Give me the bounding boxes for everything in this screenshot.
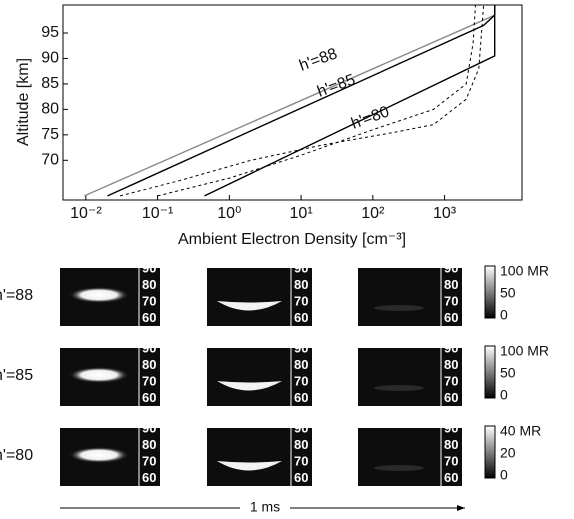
image: [207, 348, 312, 406]
arrow-head: [457, 505, 465, 511]
line: [84, 14, 495, 197]
altitude-label: 70: [294, 453, 308, 468]
row-label: h'=88: [0, 287, 33, 304]
colorbar: [484, 265, 496, 319]
altitude-label: 80: [444, 277, 458, 292]
time-label: 1 ms: [250, 499, 280, 515]
colorbar-label: 50: [500, 285, 516, 301]
time-label-bg: [240, 498, 290, 518]
altitude-label: 60: [294, 470, 308, 485]
altitude-label: 80: [294, 277, 308, 292]
image: [358, 348, 462, 406]
y-tick-label: 95: [41, 24, 59, 41]
colorbar-label: 20: [500, 445, 516, 461]
x-tick-label: 10⁻²: [70, 205, 102, 222]
x-tick-label: 10¹: [290, 205, 313, 222]
altitude-label: 60: [142, 470, 156, 485]
altitude-label: 70: [142, 293, 156, 308]
altitude-label: 90: [444, 420, 458, 435]
x-tick-label: 10²: [361, 205, 385, 222]
altitude-label: 80: [142, 277, 156, 292]
x-tick-label: 10⁻¹: [142, 205, 174, 222]
colorbar-label: 100 MR: [500, 263, 549, 279]
altitude-label: 70: [444, 373, 458, 388]
altitude-label: 90: [142, 260, 156, 275]
emission: [374, 385, 424, 391]
altitude-label: 80: [444, 437, 458, 452]
altitude-label: 90: [444, 340, 458, 355]
altitude-label: 60: [444, 390, 458, 405]
row-label: h'=85: [0, 367, 33, 384]
emission: [374, 305, 424, 311]
altitude-label: 90: [294, 260, 308, 275]
altitude-label: 80: [142, 357, 156, 372]
x-tick-label: 10⁰: [217, 205, 241, 222]
altitude-label: 90: [142, 420, 156, 435]
y-tick-label: 85: [41, 75, 59, 92]
altitude-label: 60: [142, 390, 156, 405]
image: [207, 428, 312, 486]
altitude-label: 70: [294, 293, 308, 308]
emission: [217, 461, 282, 471]
altitude-label: 80: [294, 437, 308, 452]
emission: [69, 367, 129, 383]
altitude-label: 60: [294, 390, 308, 405]
line-label: h'=85: [315, 71, 358, 100]
line-label: h'=88: [297, 45, 340, 74]
colorbar-label: 0: [500, 307, 508, 323]
image: [207, 268, 312, 326]
altitude-label: 90: [294, 420, 308, 435]
x-axis-label: Ambient Electron Density [cm⁻³]: [178, 231, 406, 248]
y-tick-label: 75: [41, 126, 59, 143]
altitude-label: 60: [142, 310, 156, 325]
altitude-label: 80: [294, 357, 308, 372]
altitude-label: 70: [444, 453, 458, 468]
y-tick-label: 80: [41, 101, 59, 118]
emission: [69, 287, 129, 303]
altitude-label: 90: [444, 260, 458, 275]
altitude-label: 70: [142, 453, 156, 468]
line: [157, 4, 476, 197]
altitude-label: 90: [142, 340, 156, 355]
colorbar: [484, 345, 496, 399]
altitude-label: 60: [444, 470, 458, 485]
altitude-label: 70: [444, 293, 458, 308]
y-tick-label: 70: [41, 152, 59, 169]
altitude-label: 70: [142, 373, 156, 388]
line-label: h'=80: [349, 103, 392, 132]
altitude-label: 80: [444, 357, 458, 372]
y-axis-label: Altitude [km]: [15, 58, 32, 146]
line: [119, 4, 485, 197]
y-tick-label: 90: [41, 50, 59, 67]
emission: [69, 447, 129, 463]
emission: [217, 301, 282, 311]
plot-frame: [62, 4, 523, 201]
row-label: h'=80: [0, 447, 33, 464]
altitude-label: 80: [142, 437, 156, 452]
emission: [374, 465, 424, 471]
colorbar-label: 40 MR: [500, 423, 541, 439]
x-tick-label: 10³: [433, 205, 457, 222]
emission: [217, 381, 282, 391]
altitude-label: 60: [294, 310, 308, 325]
altitude-label: 60: [444, 310, 458, 325]
colorbar-label: 50: [500, 365, 516, 381]
colorbar-label: 0: [500, 467, 508, 483]
altitude-label: 70: [294, 373, 308, 388]
colorbar-label: 0: [500, 387, 508, 403]
colorbar-label: 100 MR: [500, 343, 549, 359]
colorbar: [484, 425, 496, 479]
altitude-label: 90: [294, 340, 308, 355]
image: [358, 268, 462, 326]
image: [358, 428, 462, 486]
